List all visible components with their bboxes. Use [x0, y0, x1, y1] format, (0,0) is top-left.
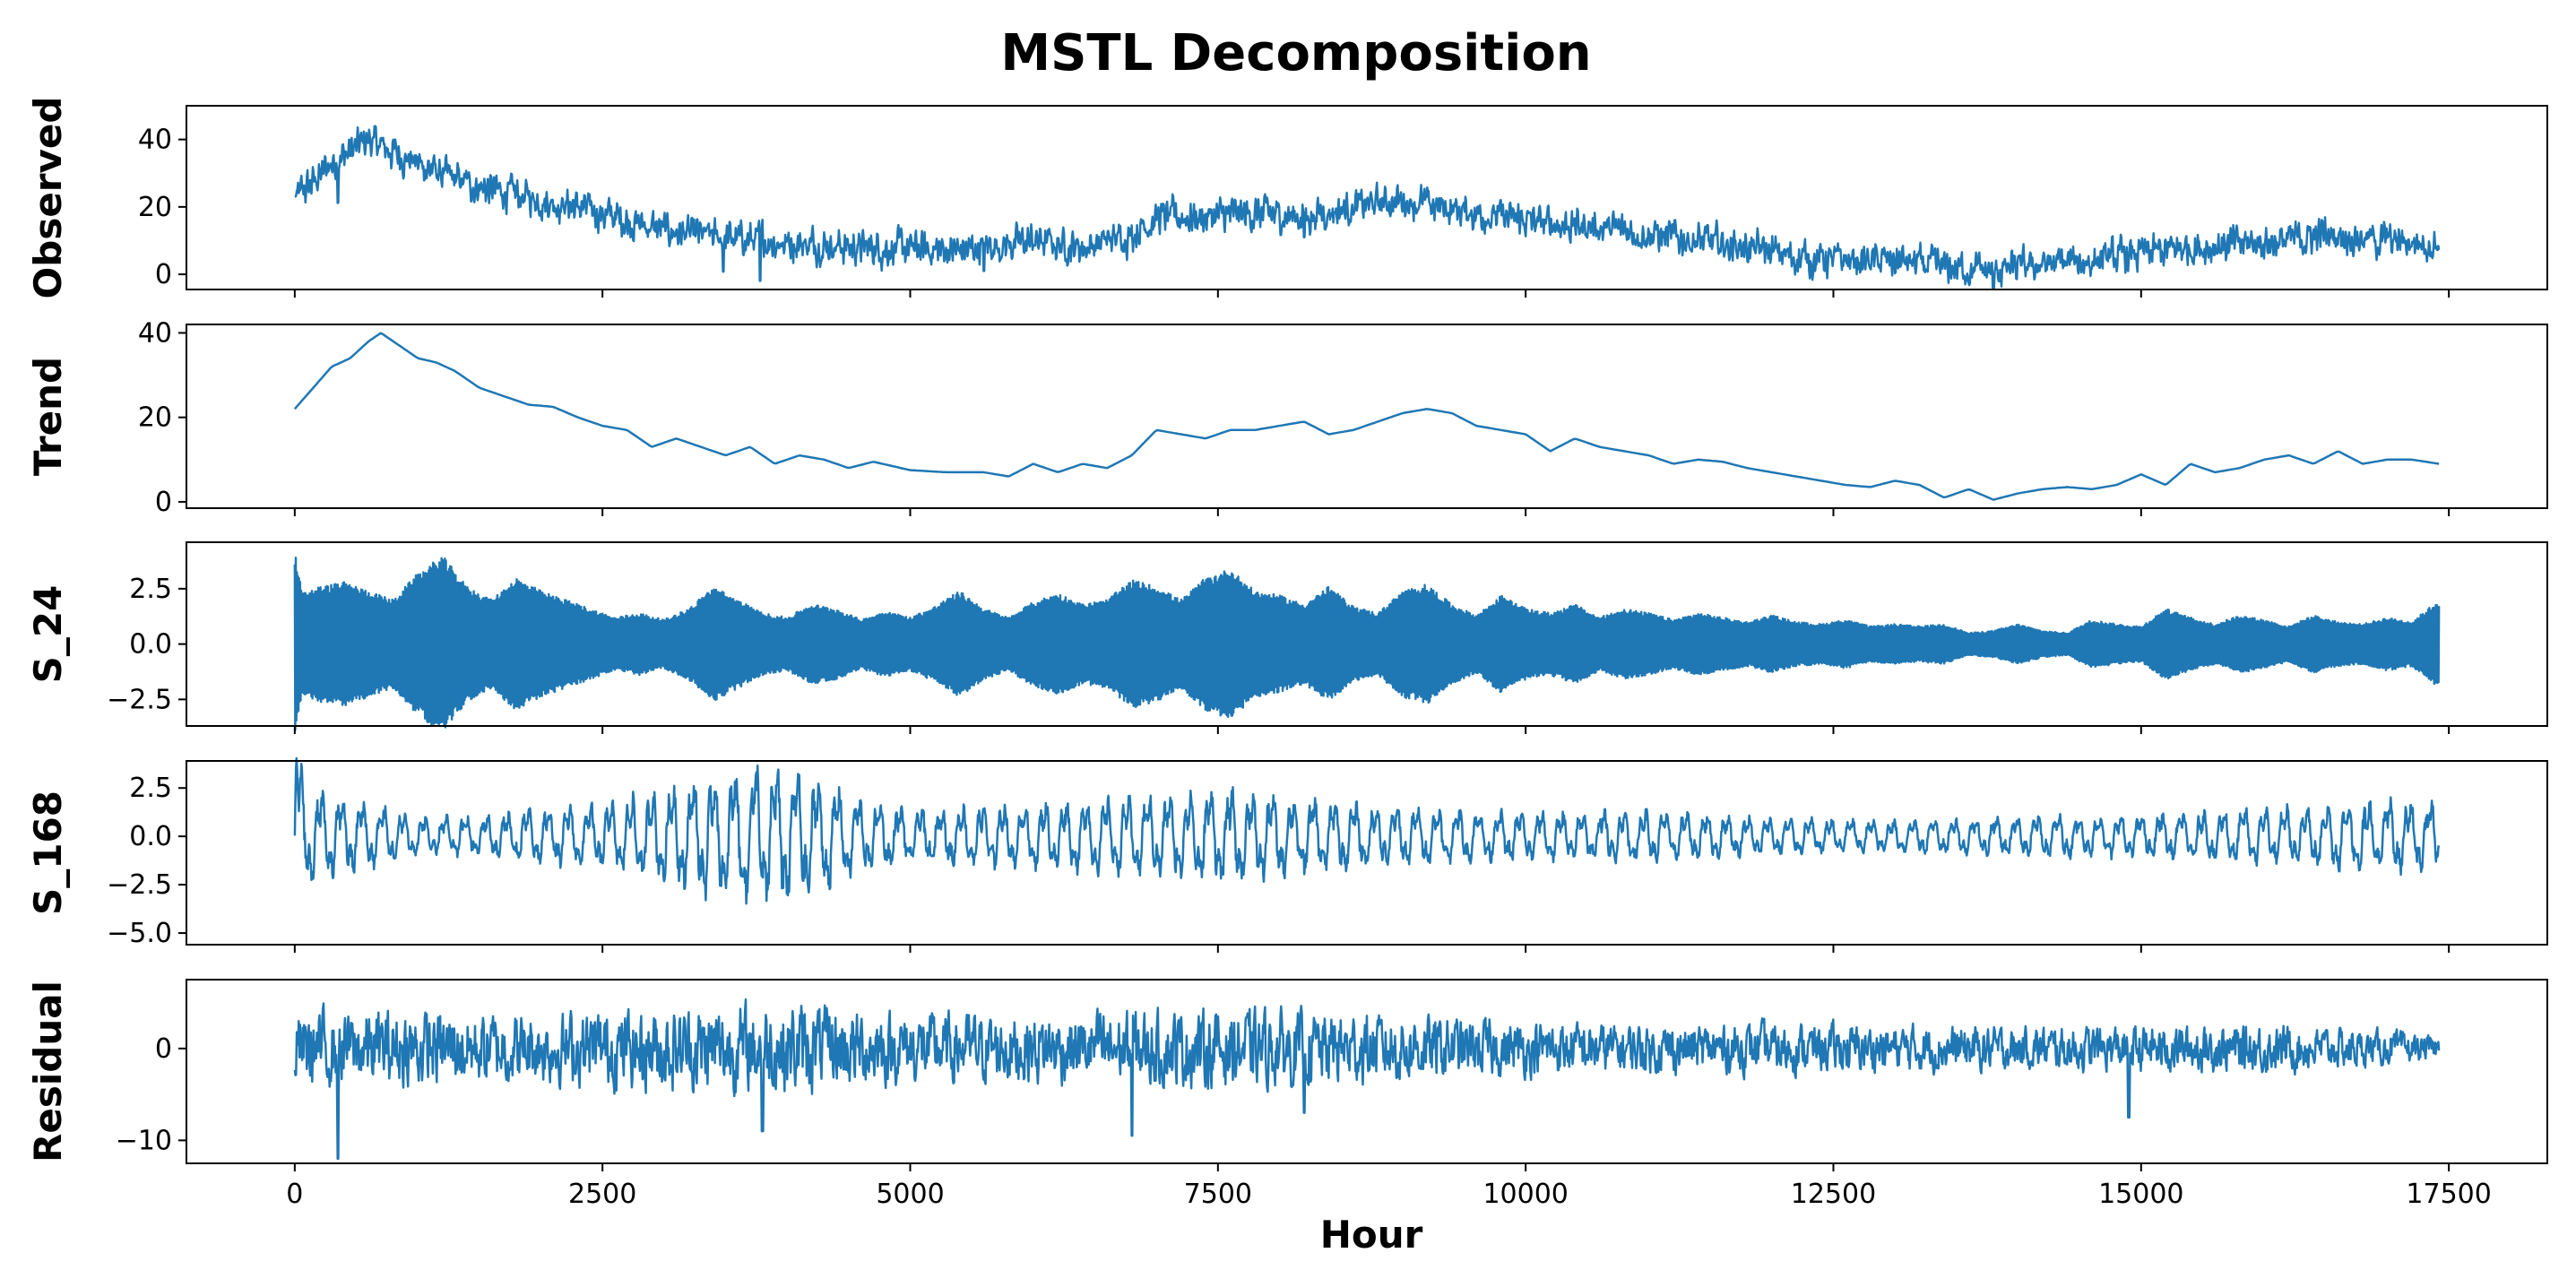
y-tick-label: 0.0 — [129, 821, 172, 852]
panel-residual: −10 0 Residual — [26, 979, 2548, 1171]
y-tick-label: 2.5 — [129, 574, 172, 605]
y-tick-label: 0.0 — [129, 629, 172, 661]
chart-title: MSTL Decomposition — [1000, 24, 1591, 82]
panel-trend: 0 20 40 Trend — [26, 317, 2548, 518]
x-axis: 0 2500 5000 7500 10000 12500 15000 17500 — [286, 1179, 2492, 1210]
panel-frame — [186, 324, 2548, 509]
panel-frame — [186, 105, 2548, 290]
y-axis-label: S_168 — [26, 791, 70, 915]
series-s-24 — [293, 556, 2441, 731]
y-tick-label: 0 — [155, 1033, 172, 1065]
y-tick-label: 2.5 — [129, 773, 172, 804]
y-tick-label: 0 — [155, 487, 172, 518]
x-axis-label: Hour — [1320, 1213, 1423, 1257]
y-tick-label: 40 — [138, 125, 172, 156]
y-axis-label: S_24 — [26, 585, 70, 684]
panel-s-24: −2.5 0.0 2.5 S_24 — [26, 541, 2548, 734]
panel-frame — [186, 760, 2548, 946]
x-tick-label: 2500 — [568, 1179, 636, 1210]
y-tick-label: −2.5 — [107, 684, 172, 715]
x-tick-label: 7500 — [1184, 1179, 1252, 1210]
panels: 0 20 40 Observed 0 20 40 Trend −2.5 0.0 2.5 S_24 −5.… — [26, 97, 2548, 1171]
x-tick-label: 15000 — [2098, 1179, 2183, 1210]
panel-observed: 0 20 40 Observed — [26, 97, 2548, 299]
y-tick-label: −2.5 — [107, 869, 172, 901]
y-tick-label: 40 — [138, 317, 172, 349]
x-tick-label: 17500 — [2406, 1179, 2491, 1210]
y-tick-label: 20 — [138, 192, 172, 223]
series-s-168 — [293, 756, 2441, 905]
series-observed — [294, 125, 2441, 289]
y-axis-label: Observed — [26, 97, 70, 299]
x-tick-label: 5000 — [876, 1179, 944, 1210]
y-axis-label: Residual — [26, 981, 70, 1162]
panel-s-168: −5.0 −2.5 0.0 2.5 S_168 — [26, 756, 2548, 953]
y-tick-label: 20 — [138, 402, 172, 434]
panel-frame — [186, 541, 2548, 727]
y-axis-label: Trend — [26, 357, 70, 476]
y-tick-label: 0 — [155, 259, 172, 290]
y-tick-label: −10 — [116, 1125, 172, 1156]
x-tick-label: 0 — [286, 1179, 303, 1210]
x-tick-label: 10000 — [1482, 1179, 1568, 1210]
x-tick-label: 12500 — [1791, 1179, 1876, 1210]
series-residual — [293, 998, 2441, 1161]
panel-frame — [186, 979, 2548, 1164]
series-trend — [293, 332, 2440, 501]
y-tick-label: −5.0 — [107, 918, 172, 949]
